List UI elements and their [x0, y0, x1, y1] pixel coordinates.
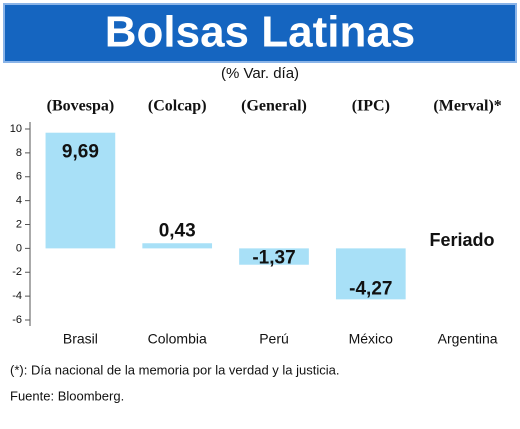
y-tick-label: 0: [16, 242, 22, 254]
y-tick-label: -6: [12, 314, 22, 326]
index-label: (Merval)*: [433, 98, 501, 115]
index-label: (IPC): [352, 98, 390, 115]
bar: [335, 248, 406, 300]
title-band: [3, 3, 517, 63]
y-tick-label: -2: [12, 266, 22, 278]
y-tick-label: 4: [16, 195, 22, 207]
y-tick-label: 6: [16, 171, 22, 183]
bar: [45, 132, 116, 249]
y-tick-label: -4: [12, 290, 22, 302]
chart-subtitle: (% Var. día): [221, 65, 299, 82]
x-tick-label: Brasil: [63, 331, 98, 347]
bar: [239, 248, 309, 265]
y-tick-label: 2: [16, 218, 22, 230]
y-tick-label: 8: [16, 147, 22, 159]
x-tick-label: México: [349, 331, 394, 347]
x-tick-label: Argentina: [438, 331, 498, 347]
chart-title: Bolsas Latinas: [105, 8, 416, 57]
source: Fuente: Bloomberg.: [10, 388, 124, 403]
bar: [142, 243, 213, 249]
annotation: Feriado: [429, 230, 494, 250]
x-tick-label: Perú: [259, 331, 289, 347]
index-label: (Bovespa): [47, 98, 115, 115]
value-label: 9,69: [62, 142, 99, 163]
value-label: 0,43: [159, 220, 196, 241]
value-label: -4,27: [349, 278, 392, 299]
y-tick-label: 10: [10, 123, 22, 135]
x-tick-label: Colombia: [148, 331, 207, 347]
index-label: (General): [241, 98, 307, 115]
value-label: -1,37: [252, 248, 295, 269]
footnote: (*): Día nacional de la memoria por la v…: [10, 362, 339, 377]
index-label: (Colcap): [148, 98, 207, 115]
